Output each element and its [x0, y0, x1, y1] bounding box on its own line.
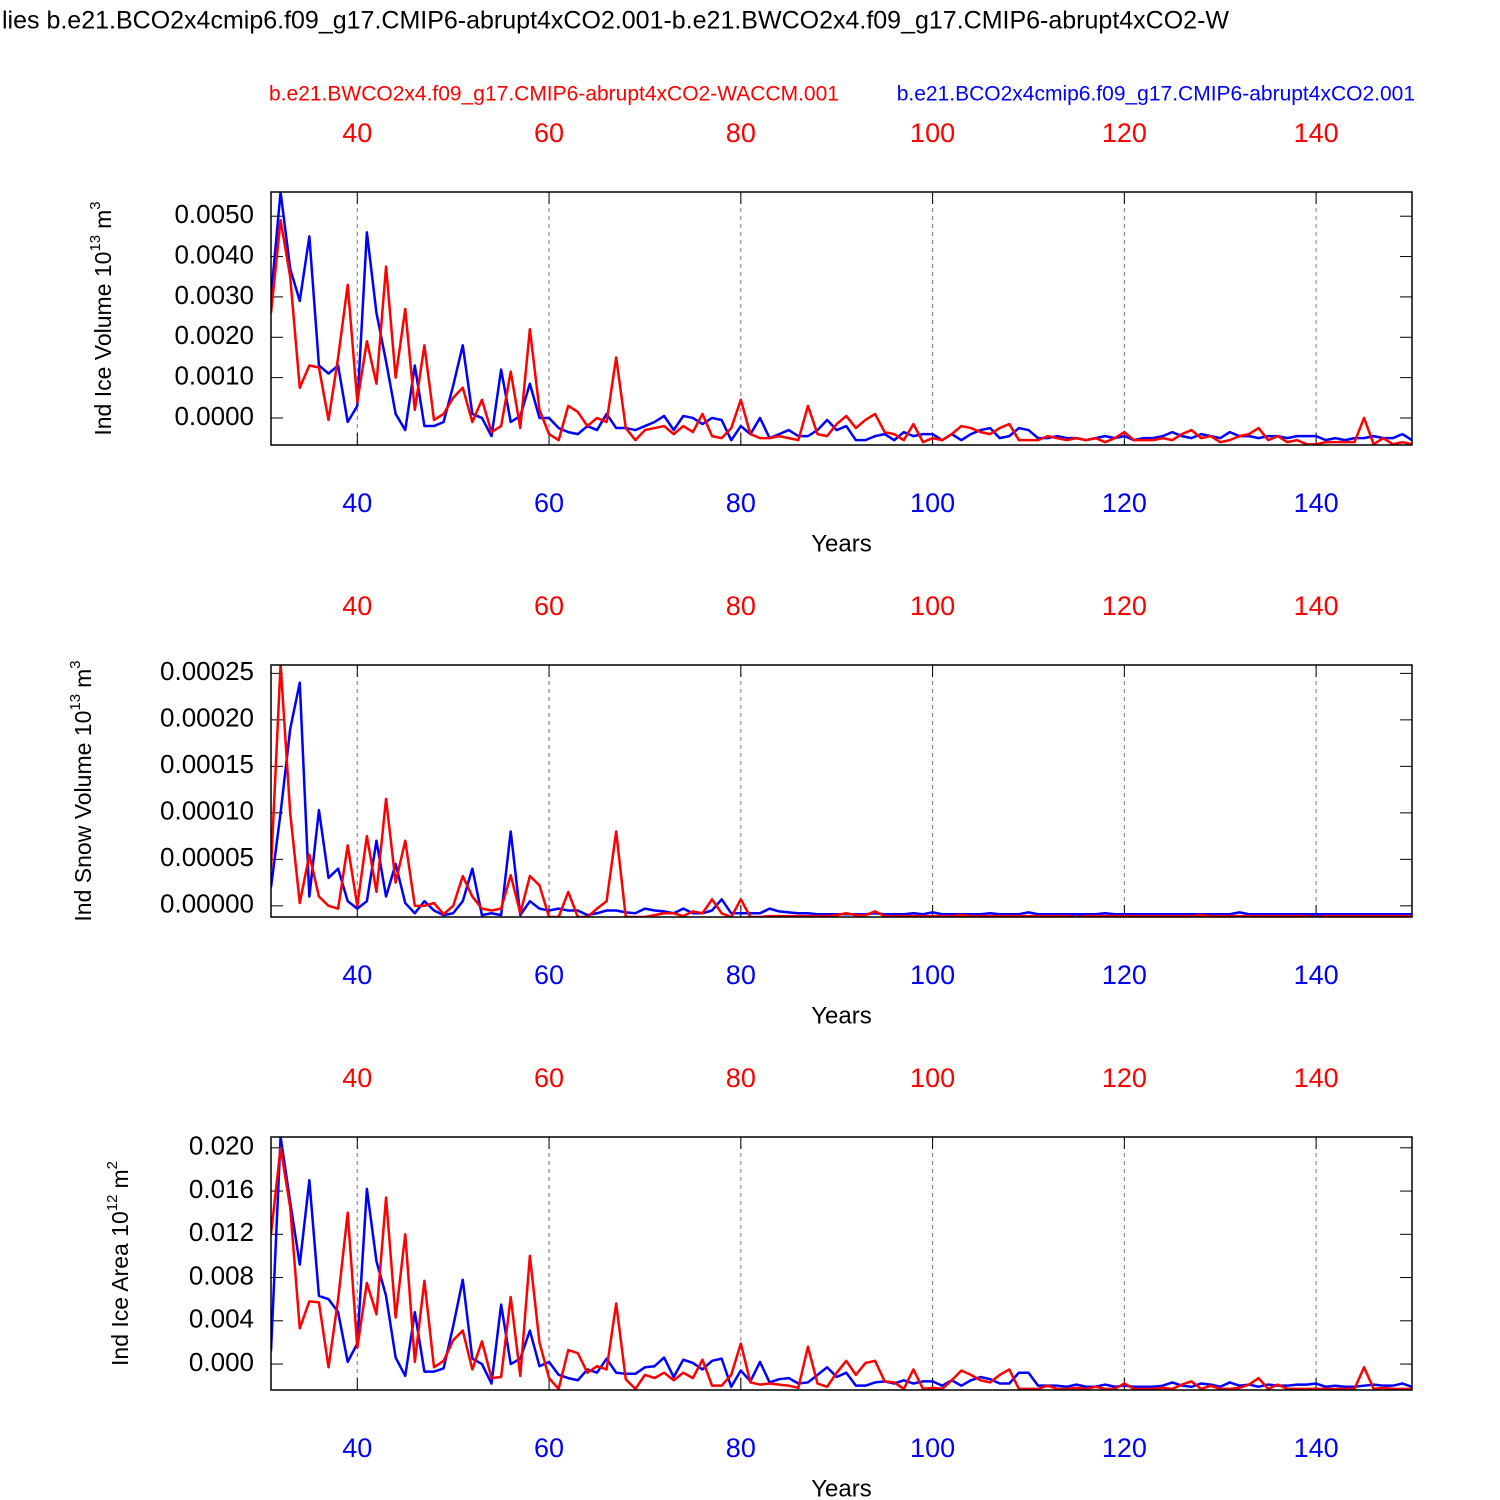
x-tick-label: 60: [534, 960, 564, 990]
y-axis-label-text: Ind Ice Volume 10: [90, 252, 116, 436]
y-axis-label: Ind Ice Volume 1013 m3: [87, 201, 116, 435]
x-tick-label: 140: [1294, 488, 1339, 518]
x-tick-label: 80: [726, 1433, 756, 1463]
x-tick-label: 140: [1294, 960, 1339, 990]
y-tick-label: 0.00010: [160, 796, 254, 826]
y-tick-label: 0.012: [189, 1217, 254, 1247]
x-tick-label: 100: [910, 488, 955, 518]
x-top-tick-label: 140: [1294, 591, 1339, 621]
plot-frame: [270, 1136, 1413, 1391]
plot-area: [271, 1137, 1412, 1390]
y-tick-label: 0.00005: [160, 842, 254, 872]
y-axis-label-unit-exponent: 3: [87, 201, 104, 209]
x-axis-label: Years: [811, 1002, 872, 1029]
y-tick-label: 0.0050: [174, 199, 254, 229]
y-axis-label: Ind Ice Area 1012 m2: [104, 1161, 133, 1366]
x-tick-label: 40: [342, 488, 372, 518]
y-axis-label-unit-exponent: 3: [67, 660, 84, 668]
x-top-tick-label: 40: [342, 1063, 372, 1093]
x-tick-label: 100: [910, 1433, 955, 1463]
y-axis-label-unit-exponent: 2: [104, 1161, 121, 1169]
y-tick-label: 0.0000: [174, 401, 254, 431]
series-line: [271, 219, 1412, 445]
chart-title: lies b.e21.BCO2x4cmip6.f09_g17.CMIP6-abr…: [2, 7, 1229, 35]
x-top-tick-label: 140: [1294, 118, 1339, 148]
x-top-tick-label: 80: [726, 591, 756, 621]
series-line: [271, 192, 1412, 442]
x-top-tick-label: 100: [910, 591, 955, 621]
x-tick-label: 40: [342, 960, 372, 990]
y-tick-label: 0.008: [189, 1260, 254, 1290]
subtitle-right: b.e21.BCO2x4cmip6.f09_g17.CMIP6-abrupt4x…: [897, 83, 1415, 106]
y-tick-label: 0.00020: [160, 703, 254, 733]
x-tick-label: 120: [1102, 1433, 1147, 1463]
x-top-tick-label: 80: [726, 1063, 756, 1093]
y-axis-label-unit: m: [107, 1169, 133, 1188]
x-axis-label: Years: [811, 530, 872, 557]
x-tick-label: 60: [534, 488, 564, 518]
y-tick-label: 0.016: [189, 1174, 254, 1204]
plot-area: [271, 665, 1412, 917]
x-top-tick-label: 40: [342, 118, 372, 148]
x-top-tick-label: 100: [910, 1063, 955, 1093]
x-axis-label: Years: [811, 1475, 872, 1500]
x-tick-label: 40: [342, 1433, 372, 1463]
x-top-tick-label: 60: [534, 591, 564, 621]
x-top-tick-label: 120: [1102, 591, 1147, 621]
series-line: [271, 1137, 1412, 1389]
x-top-tick-label: 60: [534, 1063, 564, 1093]
x-tick-label: 120: [1102, 960, 1147, 990]
plot-frame: [270, 191, 1413, 446]
series-line: [271, 681, 1412, 917]
y-axis-label-text: Ind Snow Volume 10: [70, 711, 96, 922]
y-axis-label-unit: m: [70, 669, 96, 688]
x-top-tick-label: 80: [726, 118, 756, 148]
x-tick-label: 60: [534, 1433, 564, 1463]
y-axis-label-exponent: 13: [67, 694, 84, 711]
y-axis-label-text: Ind Ice Area 10: [107, 1211, 133, 1366]
y-axis-label: Ind Snow Volume 1013 m3: [67, 660, 96, 921]
x-tick-label: 80: [726, 488, 756, 518]
x-tick-label: 100: [910, 960, 955, 990]
series-line: [271, 665, 1412, 917]
subtitle-left: b.e21.BWCO2x4.f09_g17.CMIP6-abrupt4xCO2-…: [269, 83, 839, 106]
series-line: [271, 1146, 1412, 1390]
y-axis-label-exponent: 12: [104, 1195, 121, 1212]
y-tick-label: 0.004: [189, 1304, 254, 1334]
y-tick-label: 0.00025: [160, 656, 254, 686]
y-tick-label: 0.0020: [174, 320, 254, 350]
y-tick-label: 0.000: [189, 1347, 254, 1377]
x-tick-label: 80: [726, 960, 756, 990]
y-tick-label: 0.0030: [174, 280, 254, 310]
x-top-tick-label: 100: [910, 118, 955, 148]
x-top-tick-label: 120: [1102, 118, 1147, 148]
y-tick-label: 0.0040: [174, 239, 254, 269]
y-tick-label: 0.00015: [160, 749, 254, 779]
plot-area: [271, 192, 1412, 445]
x-top-tick-label: 120: [1102, 1063, 1147, 1093]
y-tick-label: 0.00000: [160, 889, 254, 919]
x-tick-label: 140: [1294, 1433, 1339, 1463]
x-tick-label: 120: [1102, 488, 1147, 518]
plot-frame: [270, 664, 1413, 918]
x-top-tick-label: 40: [342, 591, 372, 621]
x-top-tick-label: 60: [534, 118, 564, 148]
x-top-tick-label: 140: [1294, 1063, 1339, 1093]
y-axis-label-exponent: 13: [87, 235, 104, 252]
y-tick-label: 0.0010: [174, 360, 254, 390]
y-axis-label-unit: m: [90, 210, 116, 229]
y-tick-label: 0.020: [189, 1131, 254, 1161]
